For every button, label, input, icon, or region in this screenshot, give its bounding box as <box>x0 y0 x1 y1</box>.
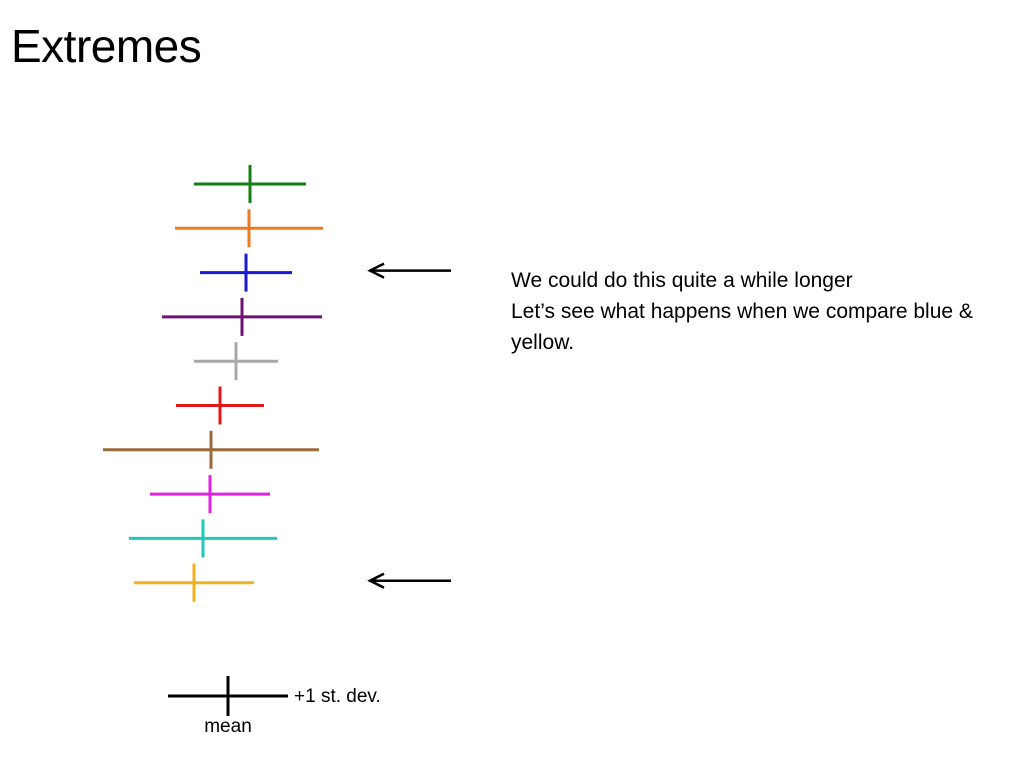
note-line-1: We could do this quite a while longer <box>511 269 853 292</box>
slide-title: Extremes <box>11 20 202 72</box>
legend-sd-label: +1 st. dev. <box>294 686 381 707</box>
cross-brown <box>103 430 319 469</box>
cross-purple <box>162 297 322 336</box>
cross-blue <box>200 253 292 292</box>
arrow-blue-head <box>367 262 385 279</box>
cross-magenta <box>150 475 270 514</box>
arrow-yellow-head <box>367 572 385 589</box>
cross-cyan <box>129 519 277 558</box>
cross-group <box>103 165 323 602</box>
legend-cross: +1 st. dev. mean <box>168 676 381 737</box>
notes-text: We could do this quite a while longer Le… <box>511 265 991 358</box>
arrow-group <box>367 262 451 589</box>
arrow-blue <box>367 262 451 279</box>
note-line-2: Let’s see what happens when we compare b… <box>511 300 973 354</box>
cross-red <box>176 386 264 425</box>
cross-yellow <box>134 563 254 602</box>
cross-orange <box>175 209 323 248</box>
cross-green <box>194 165 306 203</box>
arrow-yellow <box>367 572 451 589</box>
legend-mean-label: mean <box>204 716 252 737</box>
cross-gray <box>194 342 278 381</box>
